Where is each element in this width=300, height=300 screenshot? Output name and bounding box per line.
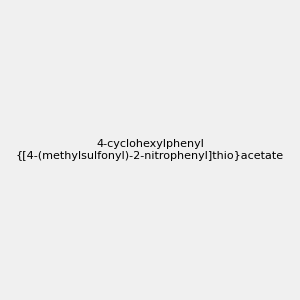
Text: 4-cyclohexylphenyl {[4-(methylsulfonyl)-2-nitrophenyl]thio}acetate: 4-cyclohexylphenyl {[4-(methylsulfonyl)-… (16, 139, 284, 161)
